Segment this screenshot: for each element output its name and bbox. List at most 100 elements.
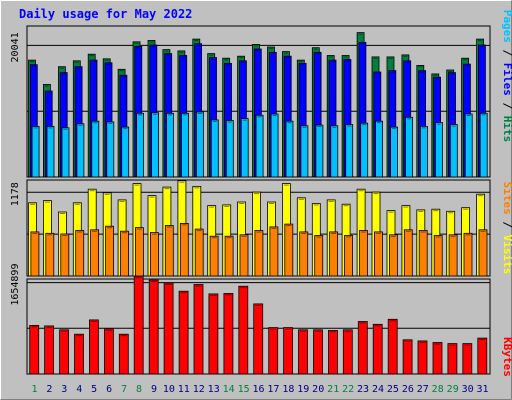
- bar-kbytes-day-1: [29, 324, 40, 375]
- bar-pages-day-5: [91, 120, 100, 178]
- x-label-day-31: 31: [476, 384, 488, 395]
- x-label-day-9: 9: [151, 384, 157, 395]
- bar-pages-day-17: [270, 113, 279, 178]
- bar-pages-day-23: [360, 122, 369, 178]
- x-label-day-5: 5: [91, 384, 97, 395]
- chart-panels: 20041 1178 1654899: [10, 25, 491, 375]
- bar-sites-day-27: [418, 230, 428, 277]
- legend-entry-separator: /: [501, 96, 512, 116]
- x-label-day-20: 20: [312, 384, 324, 395]
- x-label-day-30: 30: [462, 384, 474, 395]
- bar-pages-day-13: [210, 119, 219, 178]
- x-label-day-26: 26: [402, 384, 414, 395]
- tick-label-kbytes: 1654899: [10, 264, 21, 306]
- bar-pages-day-29: [449, 124, 458, 178]
- bar-sites-day-7: [120, 230, 129, 277]
- legend-visits-panel: Sites / Visits: [501, 182, 512, 275]
- bar-kbytes-day-5: [89, 319, 99, 375]
- bar-sites-day-9: [149, 232, 159, 277]
- bar-sites-day-21: [329, 231, 339, 277]
- bar-sites-day-13: [209, 235, 219, 277]
- bar-sites-day-6: [105, 225, 114, 277]
- bar-kbytes-day-3: [59, 329, 69, 375]
- bar-sites-day-31: [478, 229, 488, 277]
- bar-pages-day-8: [136, 112, 145, 178]
- bar-kbytes-day-31: [477, 337, 488, 375]
- bar-pages-day-30: [464, 113, 473, 178]
- x-label-day-22: 22: [342, 384, 354, 395]
- bar-sites-day-11: [179, 222, 189, 277]
- bar-pages-day-22: [345, 124, 354, 178]
- x-label-day-15: 15: [238, 384, 250, 395]
- bar-sites-day-14: [224, 235, 234, 277]
- bar-kbytes-day-26: [402, 339, 413, 375]
- legend-entry-kbytes: KBytes: [501, 337, 512, 377]
- bar-pages-day-4: [76, 123, 85, 178]
- bar-pages-day-10: [166, 112, 174, 178]
- legend-hits-panel: Pages / Files / Hits: [501, 10, 512, 143]
- bar-sites-day-22: [344, 235, 353, 277]
- bar-kbytes-day-2: [44, 325, 54, 375]
- bar-kbytes-day-13: [208, 293, 219, 375]
- bar-kbytes-day-23: [357, 321, 368, 375]
- legend-entry-pages: Pages: [501, 10, 512, 43]
- bar-pages-day-14: [225, 120, 234, 178]
- bar-sites-day-18: [284, 223, 294, 277]
- bar-kbytes-day-8: [133, 275, 144, 375]
- bar-pages-day-12: [195, 111, 204, 178]
- bar-pages-day-9: [151, 112, 160, 178]
- x-axis-labels: 1 2 3 4 5 6 7 8 9 10 11 12 13 14 15 16 17 18 19 20 21 22 23 24 2…: [31, 384, 488, 395]
- bar-kbytes-day-25: [387, 318, 398, 375]
- bar-sites-day-28: [433, 235, 443, 277]
- bar-sites-day-5: [90, 229, 99, 277]
- bar-pages-day-18: [285, 120, 294, 178]
- bar-sites-day-16: [254, 230, 264, 277]
- tick-label-hits: 20041: [10, 32, 21, 62]
- bar-sites-day-23: [359, 230, 368, 277]
- x-label-day-18: 18: [282, 384, 294, 395]
- bar-kbytes-day-9: [148, 279, 159, 375]
- bar-kbytes-day-14: [223, 292, 234, 375]
- bar-pages-day-16: [255, 114, 264, 178]
- bar-sites-day-1: [30, 231, 40, 277]
- x-label-day-2: 2: [46, 384, 52, 395]
- x-label-day-14: 14: [223, 384, 235, 395]
- bar-sites-day-30: [463, 232, 473, 277]
- x-label-day-7: 7: [121, 384, 127, 395]
- x-label-day-27: 27: [417, 384, 429, 395]
- panel-hits: 20041: [10, 25, 491, 178]
- legend-entry-visits: Visits: [501, 235, 512, 275]
- legend-entry-separator: /: [501, 43, 512, 63]
- chart-legends: Pages / Files / Hits Sites / Visits KBytes: [501, 10, 512, 377]
- bar-kbytes-day-11: [178, 290, 189, 375]
- x-label-day-12: 12: [193, 384, 205, 395]
- bar-kbytes-day-28: [432, 342, 443, 375]
- bar-pages-day-3: [61, 127, 70, 178]
- x-label-day-23: 23: [357, 384, 369, 395]
- bar-pages-day-31: [479, 112, 488, 178]
- bar-kbytes-day-21: [327, 329, 338, 375]
- bar-sites-day-19: [299, 231, 309, 277]
- panel-visits: 1178: [10, 179, 491, 277]
- bar-kbytes-day-6: [104, 328, 114, 375]
- bar-pages-day-19: [300, 125, 309, 178]
- bar-kbytes-day-20: [313, 329, 323, 375]
- bar-kbytes-day-15: [238, 285, 249, 375]
- bar-kbytes-day-27: [417, 340, 428, 375]
- bar-sites-day-20: [314, 235, 324, 277]
- bar-pages-day-24: [375, 120, 384, 178]
- x-label-day-25: 25: [387, 384, 399, 395]
- bar-pages-day-27: [419, 126, 428, 178]
- bar-kbytes-day-16: [253, 303, 264, 375]
- bar-pages-day-28: [434, 122, 443, 178]
- bar-sites-day-29: [448, 234, 458, 277]
- x-label-day-19: 19: [297, 384, 309, 395]
- bar-kbytes-day-4: [74, 333, 84, 375]
- x-label-day-28: 28: [432, 384, 444, 395]
- bar-sites-day-17: [269, 226, 279, 277]
- bar-sites-day-8: [134, 227, 144, 277]
- bar-kbytes-day-30: [462, 343, 473, 375]
- bar-pages-day-7: [121, 126, 130, 178]
- x-label-day-13: 13: [208, 384, 220, 395]
